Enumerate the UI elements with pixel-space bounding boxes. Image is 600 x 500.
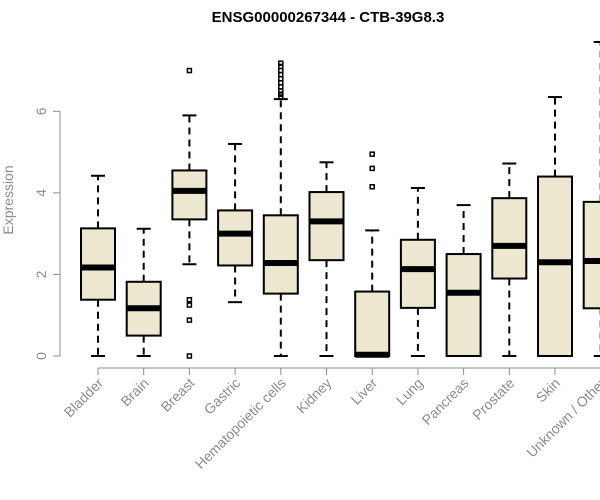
x-tick-label: Gastric (201, 375, 244, 418)
outlier-point (186, 353, 193, 359)
box-group (399, 186, 436, 357)
outlier-point (369, 165, 375, 172)
x-tick-label: Breast (158, 375, 198, 415)
box-iqr (399, 238, 436, 309)
box-iqr (80, 227, 116, 301)
axes: 0 2 4 6 Bladder Brain Breast GastricHematopoiet… (33, 107, 600, 472)
outlier-point (278, 94, 284, 100)
x-tick-label: Skin (533, 375, 564, 406)
outlier-point (186, 302, 193, 308)
x-tick-label: Kidney (293, 375, 335, 417)
box-group (171, 67, 208, 359)
x-tick-label: Hematopoietic cells (192, 375, 289, 472)
outlier-point (186, 296, 193, 303)
box-group (354, 151, 391, 358)
plot-area (80, 41, 600, 359)
y-tick-label: 4 (33, 189, 49, 197)
outlier-point (186, 67, 193, 74)
box-group (217, 142, 254, 304)
box-group (308, 161, 345, 357)
outlier-point (369, 184, 375, 190)
box-iqr (491, 197, 528, 280)
box-group (582, 41, 600, 357)
x-tick-label: Lung (393, 375, 426, 408)
x-tick-label: Brain (117, 375, 151, 409)
y-tick-label: 0 (33, 352, 49, 360)
y-tick-label: 2 (33, 270, 49, 278)
box-group (125, 227, 162, 357)
chart-title: ENSG00000267344 - CTB-39G8.3 (212, 9, 445, 26)
outlier-point (186, 317, 193, 323)
x-tick-label: Bladder (61, 375, 107, 421)
x-tick-label: Liver (348, 375, 381, 408)
box-group (537, 96, 573, 357)
box-iqr (537, 175, 573, 357)
outlier-point (369, 151, 375, 157)
x-tick-label: Prostate (469, 375, 517, 423)
outlier-point (278, 60, 284, 66)
box-iqr (308, 191, 345, 262)
y-axis-label: Expression (0, 165, 16, 234)
x-tick-label: Pancreas (419, 375, 472, 428)
box-group (262, 60, 299, 357)
box-iqr (354, 290, 391, 357)
box-group (445, 204, 482, 357)
y-tick-label: 6 (33, 107, 49, 115)
box-iqr (217, 209, 254, 267)
box-group (80, 174, 116, 357)
box-iqr (445, 253, 482, 357)
box-iqr (171, 169, 208, 221)
box-group (491, 162, 528, 357)
box-iqr (262, 214, 299, 295)
box-iqr (582, 200, 600, 310)
